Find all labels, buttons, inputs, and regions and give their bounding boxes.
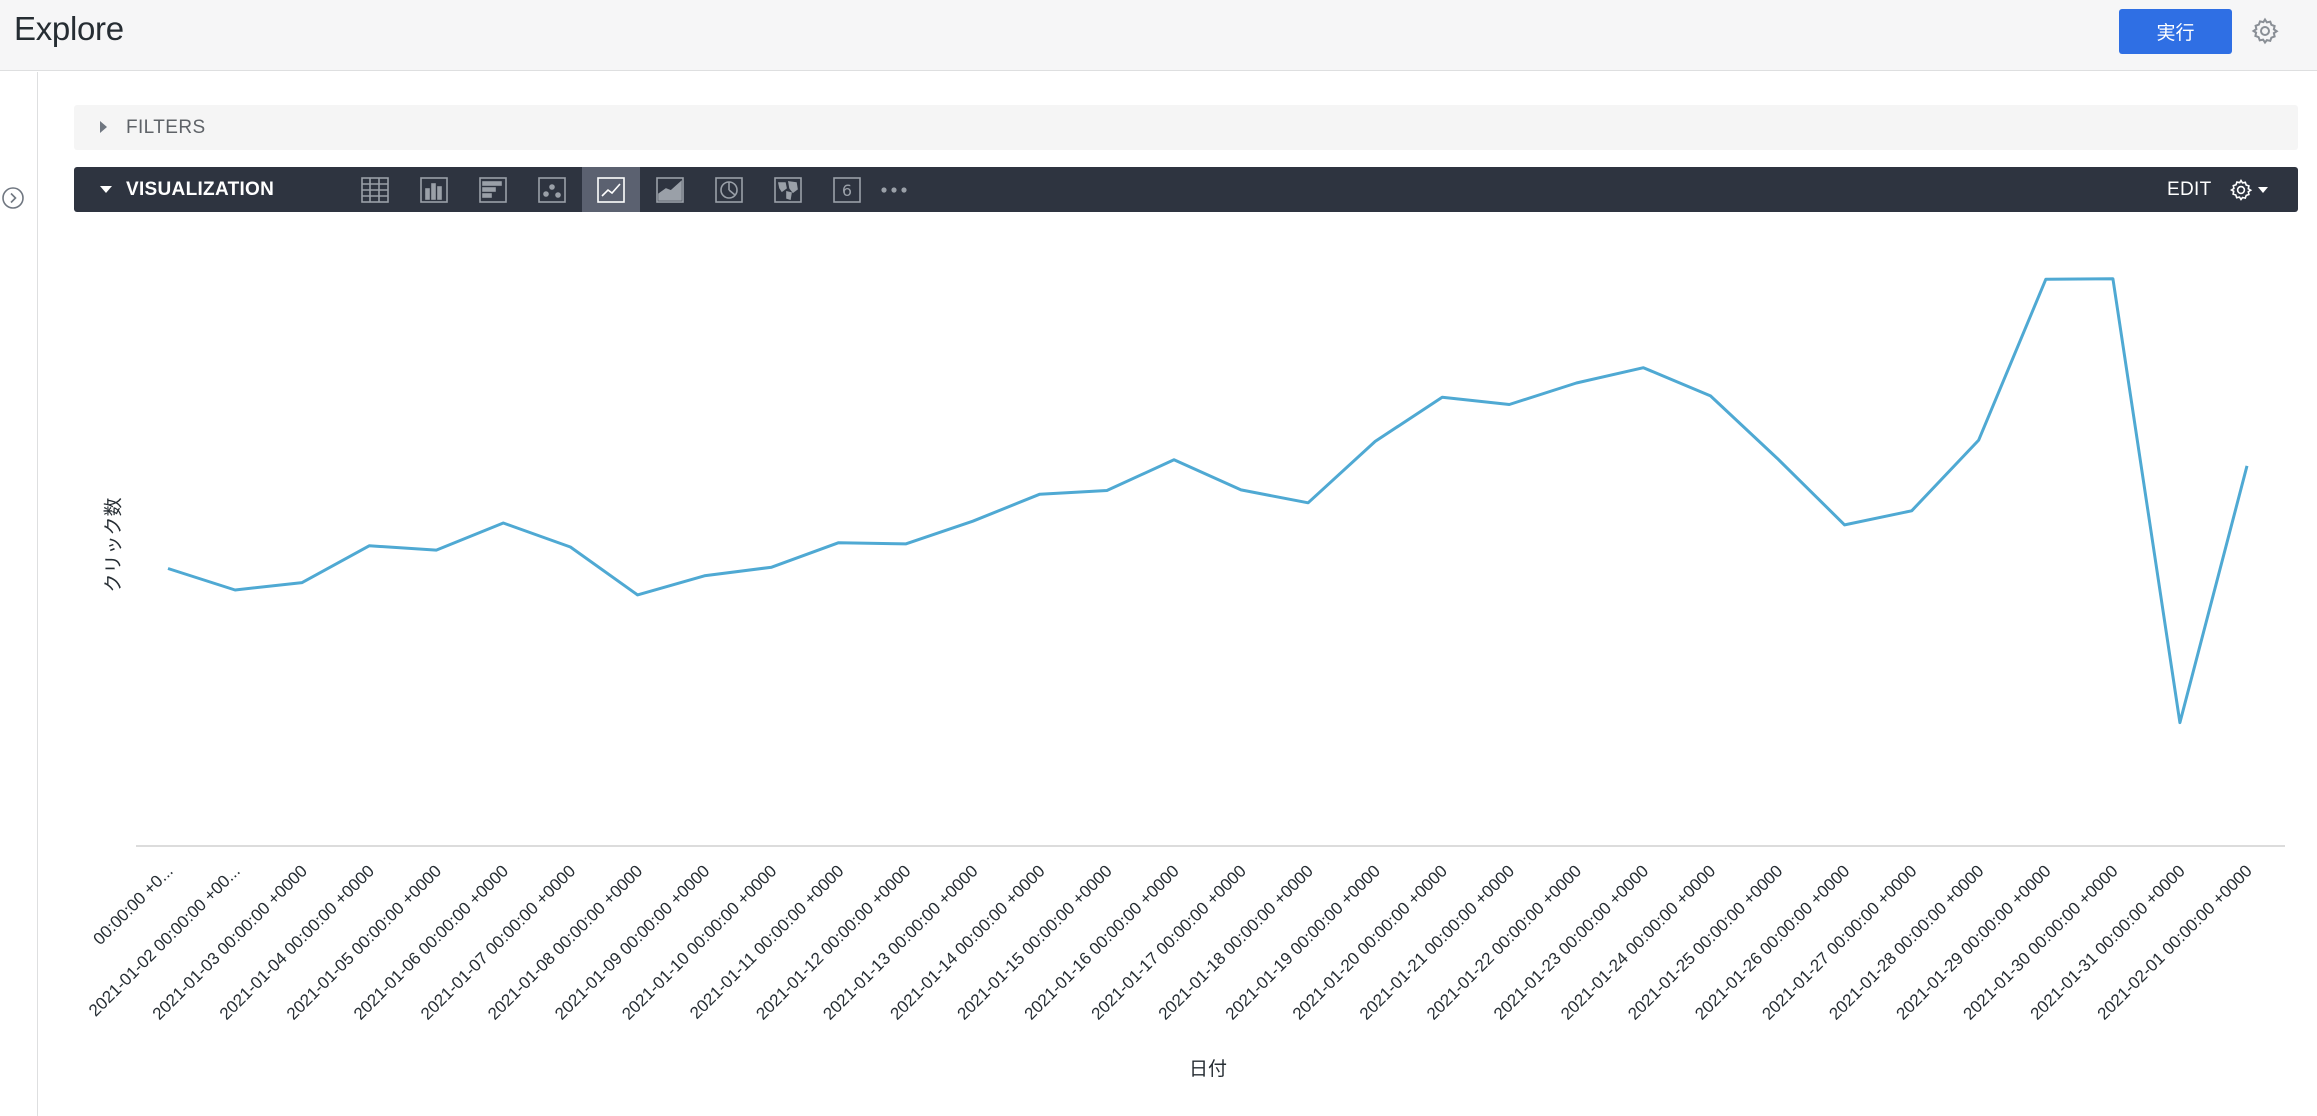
x-tick-label: 2021-01-10 00:00:00 +0000 — [618, 861, 780, 1023]
data-point[interactable] — [567, 544, 573, 550]
more-icon[interactable] — [874, 167, 914, 212]
x-tick-label: 2021-02-01 00:00:00 +0000 — [2094, 861, 2256, 1023]
x-tick-label: 2021-01-13 00:00:00 +0000 — [819, 861, 981, 1023]
page-title: Explore — [14, 10, 124, 47]
data-point[interactable] — [2244, 463, 2250, 469]
x-tick-label: 2021-01-12 00:00:00 +0000 — [752, 861, 914, 1023]
x-tick-label: 00:00:00 +0... — [90, 861, 177, 948]
data-point[interactable] — [1037, 491, 1043, 497]
data-point[interactable] — [1104, 487, 1110, 493]
side-rail — [0, 72, 38, 1116]
data-point[interactable] — [165, 565, 171, 571]
data-point[interactable] — [2110, 276, 2116, 282]
data-point[interactable] — [1909, 508, 1915, 514]
bar-viz-icon[interactable] — [464, 167, 522, 212]
edit-button[interactable]: EDIT — [2167, 179, 2212, 200]
single-value-glyph: 6 — [842, 181, 852, 200]
x-tick-label: 2021-01-19 00:00:00 +0000 — [1222, 861, 1384, 1023]
visualization-gear-icon[interactable] — [2227, 175, 2283, 205]
data-point[interactable] — [366, 543, 372, 549]
data-point[interactable] — [903, 541, 909, 547]
x-tick-label: 2021-01-22 00:00:00 +0000 — [1423, 861, 1585, 1023]
map-viz-icon[interactable] — [759, 167, 817, 212]
x-tick-label: 2021-01-02 00:00:00 +00... — [85, 861, 244, 1020]
data-point[interactable] — [232, 587, 238, 593]
data-point[interactable] — [1775, 456, 1781, 462]
x-tick-label: 2021-01-09 00:00:00 +0000 — [551, 861, 713, 1023]
x-tick-label: 2021-01-17 00:00:00 +0000 — [1088, 861, 1250, 1023]
x-tick-label: 2021-01-25 00:00:00 +0000 — [1624, 861, 1786, 1023]
column-viz-icon[interactable] — [405, 167, 463, 212]
data-point[interactable] — [2043, 276, 2049, 282]
data-point[interactable] — [1171, 457, 1177, 463]
y-axis-title: クリック数 — [102, 497, 125, 593]
x-tick-label: 2021-01-26 00:00:00 +0000 — [1691, 861, 1853, 1023]
x-tick-label: 2021-01-07 00:00:00 +0000 — [417, 861, 579, 1023]
x-tick-label: 2021-01-18 00:00:00 +0000 — [1155, 861, 1317, 1023]
data-point[interactable] — [1506, 402, 1512, 408]
x-tick-label: 2021-01-20 00:00:00 +0000 — [1289, 861, 1451, 1023]
data-point[interactable] — [1707, 393, 1713, 399]
x-tick-label: 2021-01-15 00:00:00 +0000 — [954, 861, 1116, 1023]
visualization-label[interactable]: VISUALIZATION — [126, 179, 275, 200]
chevron-right-circle-icon[interactable] — [1, 186, 25, 210]
line-viz-icon[interactable] — [582, 167, 640, 212]
caret-down-icon[interactable] — [100, 186, 112, 193]
top-header: Explore 実行 — [0, 0, 2317, 71]
x-tick-label: 2021-01-27 00:00:00 +0000 — [1758, 861, 1920, 1023]
x-tick-label: 2021-01-23 00:00:00 +0000 — [1490, 861, 1652, 1023]
data-point[interactable] — [1372, 438, 1378, 444]
data-point[interactable] — [970, 518, 976, 524]
data-point[interactable] — [433, 547, 439, 553]
data-point[interactable] — [1640, 365, 1646, 371]
pie-viz-icon[interactable] — [700, 167, 758, 212]
x-tick-label: 2021-01-05 00:00:00 +0000 — [283, 861, 445, 1023]
series-line — [167, 277, 2249, 725]
visualization-toolbar: VISUALIZATION — [74, 167, 2298, 212]
data-point[interactable] — [1238, 487, 1244, 493]
x-tick-label: 2021-01-03 00:00:00 +0000 — [149, 861, 311, 1023]
x-tick-label: 2021-01-31 00:00:00 +0000 — [2027, 861, 2189, 1023]
data-point[interactable] — [769, 564, 775, 570]
filters-section-header[interactable]: FILTERS — [74, 105, 2298, 150]
single-value-viz-icon[interactable]: 6 — [818, 167, 876, 212]
data-point[interactable] — [1976, 437, 1982, 443]
data-point[interactable] — [500, 520, 506, 526]
data-point[interactable] — [1842, 522, 1848, 528]
x-tick-label: 2021-01-24 00:00:00 +0000 — [1557, 861, 1719, 1023]
x-tick-label: 2021-01-16 00:00:00 +0000 — [1021, 861, 1183, 1023]
data-point[interactable] — [702, 573, 708, 579]
data-point[interactable] — [1573, 380, 1579, 386]
data-point[interactable] — [299, 580, 305, 586]
x-tick-label: 2021-01-29 00:00:00 +0000 — [1892, 861, 2054, 1023]
data-point[interactable] — [634, 592, 640, 598]
x-tick-label: 2021-01-04 00:00:00 +0000 — [216, 861, 378, 1023]
gear-icon[interactable] — [2250, 16, 2280, 46]
x-axis-title: 日付 — [1188, 1058, 1228, 1080]
scatter-viz-icon[interactable] — [523, 167, 581, 212]
x-tick-label: 2021-01-11 00:00:00 +0000 — [686, 861, 847, 1022]
x-tick-label: 2021-01-06 00:00:00 +0000 — [350, 861, 512, 1023]
x-tick-label: 2021-01-08 00:00:00 +0000 — [484, 861, 646, 1023]
data-point[interactable] — [1305, 500, 1311, 506]
data-point[interactable] — [836, 540, 842, 546]
x-tick-label: 2021-01-21 00:00:00 +0000 — [1356, 861, 1518, 1023]
x-tick-label: 2021-01-28 00:00:00 +0000 — [1825, 861, 1987, 1023]
x-tick-label: 2021-01-30 00:00:00 +0000 — [1960, 861, 2122, 1023]
area-viz-icon[interactable] — [641, 167, 699, 212]
data-point[interactable] — [2177, 720, 2183, 726]
x-tick-label: 2021-01-14 00:00:00 +0000 — [887, 861, 1049, 1023]
table-viz-icon[interactable] — [346, 167, 404, 212]
caret-right-icon — [100, 121, 107, 133]
run-button[interactable]: 実行 — [2119, 9, 2232, 54]
filters-label: FILTERS — [126, 117, 206, 138]
data-point[interactable] — [1439, 394, 1445, 400]
